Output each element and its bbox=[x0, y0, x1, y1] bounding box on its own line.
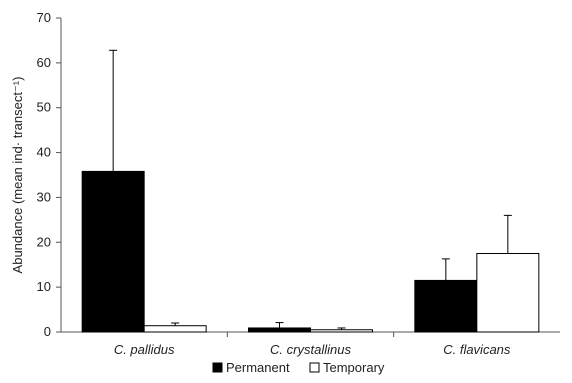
y-tick-label: 0 bbox=[44, 324, 51, 339]
legend-swatch-temporary bbox=[309, 362, 320, 373]
y-tick-label: 40 bbox=[37, 145, 51, 160]
y-tick-label: 30 bbox=[37, 189, 51, 204]
legend-label-temporary: Temporary bbox=[323, 360, 385, 375]
y-tick-label: 70 bbox=[37, 10, 51, 25]
bars bbox=[81, 49, 540, 333]
bar-permanent-0 bbox=[81, 170, 145, 333]
bar-permanent-1 bbox=[248, 327, 311, 333]
y-axis-label: Abundance (mean ind· transect⁻¹) bbox=[10, 77, 25, 274]
bar-temporary-2 bbox=[476, 253, 540, 333]
bar-temporary-0 bbox=[143, 325, 207, 333]
y-tick-label: 60 bbox=[37, 55, 51, 70]
y-tick-label: 10 bbox=[37, 279, 51, 294]
x-tick-label: C. flavicans bbox=[443, 342, 511, 357]
x-tick-label: C. pallidus bbox=[114, 342, 175, 357]
legend: Permanent Temporary bbox=[212, 360, 385, 375]
y-tick-label: 50 bbox=[37, 100, 51, 115]
y-tick-label: 20 bbox=[37, 234, 51, 249]
legend-label-permanent: Permanent bbox=[226, 360, 290, 375]
bar-temporary-1 bbox=[310, 329, 373, 333]
bar-permanent-2 bbox=[414, 279, 478, 333]
x-tick-label: C. crystallinus bbox=[270, 342, 351, 357]
labels: 0 10 20 30 40 50 60 70 Abundance (mean ind· tran… bbox=[10, 10, 511, 357]
legend-swatch-permanent bbox=[212, 362, 223, 373]
